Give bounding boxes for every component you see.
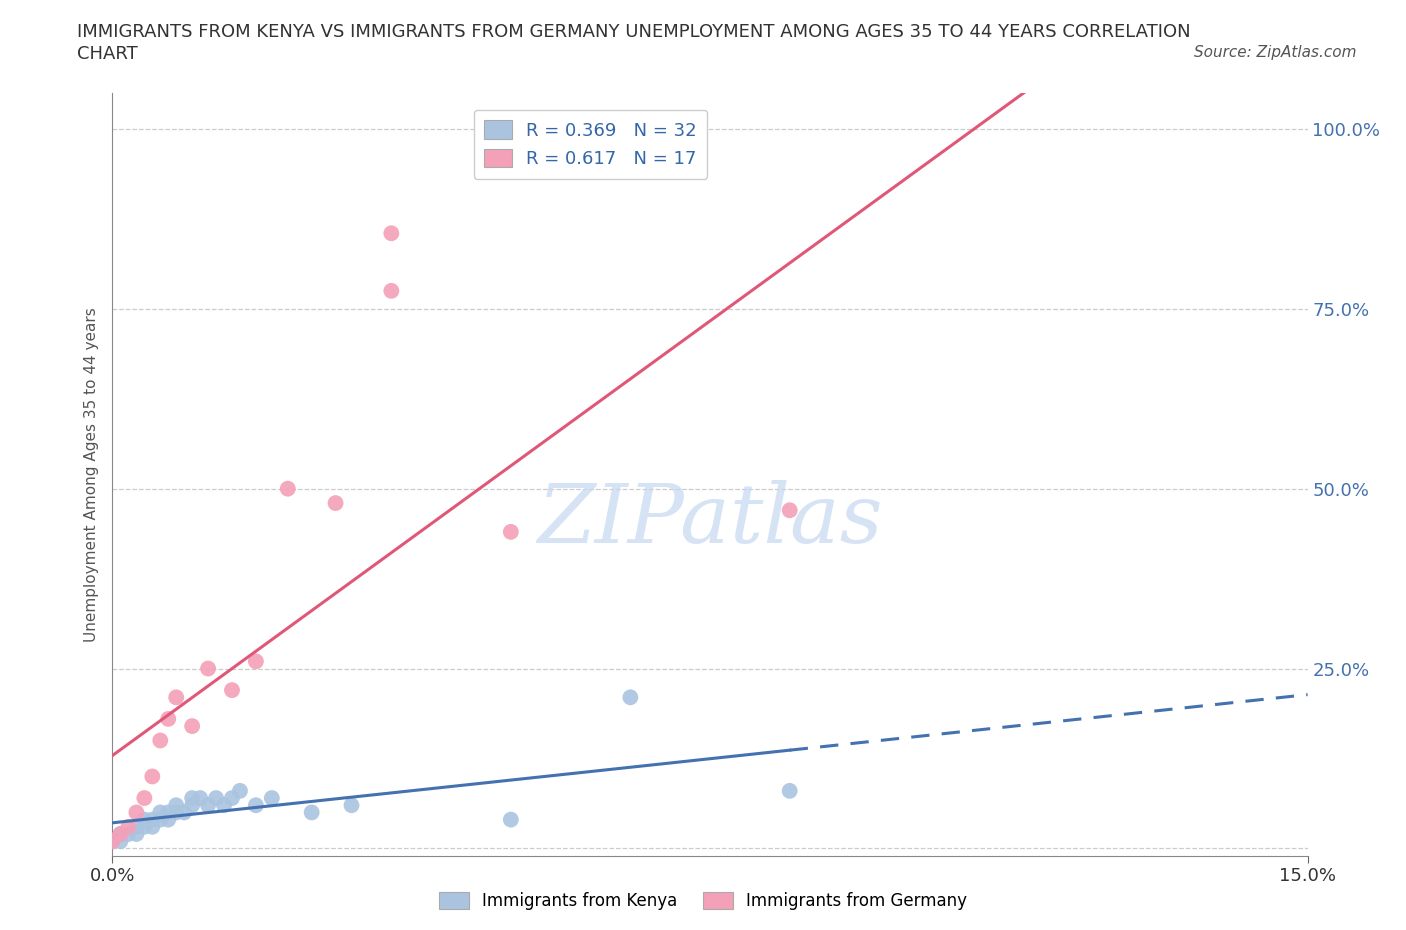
Point [229,783,252,798]
Point [181,719,204,734]
Legend: R = 0.369   N = 32, R = 0.617   N = 17: R = 0.369 N = 32, R = 0.617 N = 17 [474,110,707,179]
Text: Source: ZipAtlas.com: Source: ZipAtlas.com [1194,45,1357,60]
Point [117,819,139,834]
Point [619,690,641,705]
Point [157,805,180,820]
Point [165,798,187,813]
Point [110,827,132,842]
Point [149,812,172,827]
Point [221,683,243,698]
Point [779,783,801,798]
Point [125,805,148,820]
Point [157,812,180,827]
Point [134,790,156,805]
Point [181,790,204,805]
Text: IMMIGRANTS FROM KENYA VS IMMIGRANTS FROM GERMANY UNEMPLOYMENT AMONG AGES 35 TO 4: IMMIGRANTS FROM KENYA VS IMMIGRANTS FROM… [77,23,1191,41]
Point [205,790,228,805]
Point [301,805,323,820]
Point [117,827,139,842]
Point [197,661,219,676]
Point [149,733,172,748]
Point [197,798,219,813]
Point [149,805,172,820]
Point [181,798,204,813]
Point [141,769,163,784]
Point [110,827,132,842]
Point [260,790,283,805]
Point [245,798,267,813]
Point [110,834,132,849]
Point [277,481,299,496]
Point [125,819,148,834]
Point [101,834,124,849]
Point [134,812,156,827]
Text: CHART: CHART [77,45,138,62]
Point [101,834,124,849]
Text: ZIPatlas: ZIPatlas [537,480,883,560]
Point [165,805,187,820]
Point [221,790,243,805]
Point [325,496,347,511]
Point [499,525,522,539]
Point [779,503,801,518]
Point [212,798,235,813]
Point [173,805,195,820]
Point [380,226,402,241]
Point [141,812,163,827]
Point [125,827,148,842]
Point [157,711,180,726]
Y-axis label: Unemployment Among Ages 35 to 44 years: Unemployment Among Ages 35 to 44 years [83,307,98,642]
Point [165,690,187,705]
Point [245,654,267,669]
Point [141,819,163,834]
Point [340,798,363,813]
Legend: Immigrants from Kenya, Immigrants from Germany: Immigrants from Kenya, Immigrants from G… [433,885,973,917]
Point [380,284,402,299]
Point [499,812,522,827]
Point [134,819,156,834]
Point [188,790,211,805]
